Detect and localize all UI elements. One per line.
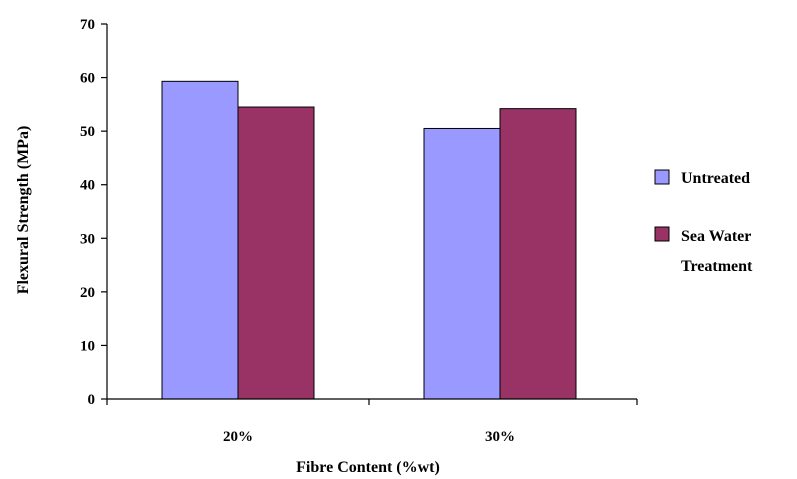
x-tick-label: 20% xyxy=(223,429,253,445)
y-tick-label: 70 xyxy=(80,17,95,33)
y-tick-label: 10 xyxy=(80,338,95,354)
y-tick-label: 20 xyxy=(80,285,95,301)
y-tick-label: 40 xyxy=(80,178,95,194)
bars-layer xyxy=(162,81,576,399)
legend-label-sea-water-line1: Sea Water xyxy=(681,228,751,245)
legend: Untreated Sea Water Treatment xyxy=(655,170,753,275)
bar-untreated-20pct xyxy=(162,81,238,399)
legend-label-untreated: Untreated xyxy=(681,170,750,187)
bar-untreated-30pct xyxy=(424,128,500,399)
y-tick-label: 30 xyxy=(80,231,95,247)
legend-label-sea-water-line2: Treatment xyxy=(681,258,753,275)
legend-swatch-untreated xyxy=(655,170,669,184)
x-tick-labels: 20% 30% xyxy=(223,429,515,445)
y-tick-labels: 0 10 20 30 40 50 60 70 xyxy=(80,17,95,408)
y-axis-title: Flexural Strength (MPa) xyxy=(15,126,32,295)
y-tick-label: 50 xyxy=(80,124,95,140)
bar-sea-water-30pct xyxy=(500,109,576,399)
y-tick-label: 0 xyxy=(88,392,96,408)
y-tick-label: 60 xyxy=(80,71,95,87)
bar-sea-water-20pct xyxy=(238,107,314,399)
x-axis-title: Fibre Content (%wt) xyxy=(296,459,440,476)
x-tick-label: 30% xyxy=(485,429,515,445)
legend-swatch-sea-water xyxy=(655,227,669,241)
